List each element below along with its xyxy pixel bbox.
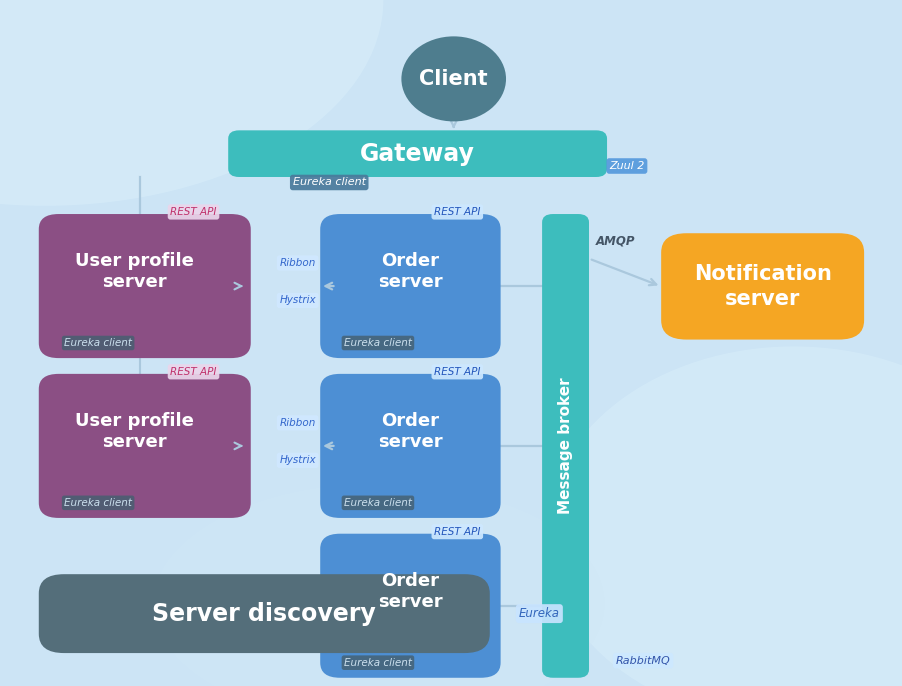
FancyBboxPatch shape [542,214,589,678]
Text: Eureka client: Eureka client [344,498,412,508]
Text: User profile
server: User profile server [75,412,194,451]
Text: RabbitMQ: RabbitMQ [616,656,670,665]
Ellipse shape [153,484,604,686]
FancyBboxPatch shape [228,130,607,177]
Text: AMQP: AMQP [596,235,636,248]
Text: REST API: REST API [434,207,481,217]
Text: Notification
server: Notification server [694,263,832,309]
Text: Hystrix: Hystrix [280,296,316,305]
Text: Client: Client [419,69,488,89]
Ellipse shape [0,0,383,206]
Text: Eureka client: Eureka client [293,178,365,187]
Text: User profile
server: User profile server [75,252,194,292]
FancyBboxPatch shape [320,214,501,358]
Text: Eureka client: Eureka client [344,658,412,667]
FancyBboxPatch shape [320,534,501,678]
Ellipse shape [546,346,902,686]
Text: Order
server: Order server [378,571,443,611]
FancyBboxPatch shape [320,374,501,518]
Text: Server discovery: Server discovery [152,602,376,626]
FancyBboxPatch shape [39,574,490,653]
Text: REST API: REST API [170,367,216,377]
FancyBboxPatch shape [39,374,251,518]
FancyBboxPatch shape [39,214,251,358]
Text: REST API: REST API [434,527,481,536]
Text: Eureka client: Eureka client [344,338,412,348]
Text: Ribbon: Ribbon [280,258,316,268]
Text: Eureka: Eureka [519,607,560,620]
Text: REST API: REST API [434,367,481,377]
Text: Order
server: Order server [378,252,443,292]
FancyBboxPatch shape [661,233,864,340]
Text: Eureka client: Eureka client [64,498,132,508]
Text: Hystrix: Hystrix [280,456,316,465]
Text: Gateway: Gateway [360,142,475,165]
Ellipse shape [401,36,506,121]
Text: Ribbon: Ribbon [280,418,316,428]
Text: Eureka client: Eureka client [64,338,132,348]
Text: Zuul 2: Zuul 2 [609,161,645,171]
Text: Order
server: Order server [378,412,443,451]
Text: REST API: REST API [170,207,216,217]
Text: Message broker: Message broker [558,377,573,514]
